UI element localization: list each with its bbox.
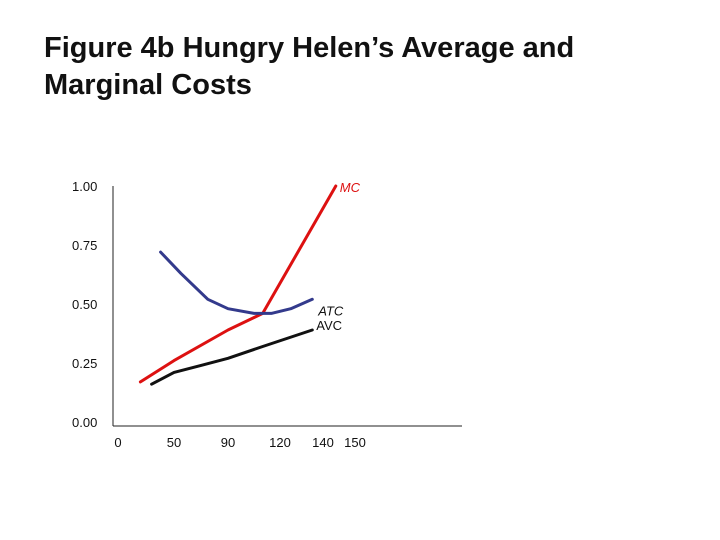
y-tick-label: 0.00: [72, 415, 97, 430]
y-tick-label: 0.75: [72, 238, 97, 253]
avc-curve: [150, 328, 314, 386]
x-tick-label: 90: [221, 435, 235, 450]
x-tick-label: 50: [167, 435, 181, 450]
x-tick-label: 120: [269, 435, 291, 450]
mc-curve: [138, 184, 338, 384]
x-tick-label: 150: [344, 435, 366, 450]
title-line-2: Marginal Costs: [44, 69, 252, 101]
atc-label: ATC: [317, 303, 344, 318]
y-tick-label: 0.25: [72, 356, 97, 371]
avc-label: AVC: [316, 318, 342, 333]
y-tick-label: 0.50: [72, 297, 97, 312]
y-tick-label: 1.00: [72, 179, 97, 194]
title-line-1: Figure 4b Hungry Helen’s Average and: [44, 32, 575, 64]
x-tick-label: 0: [114, 435, 121, 450]
page-title: Figure 4b Hungry Helen’s Average and Mar…: [44, 30, 684, 104]
series-lines: [138, 184, 338, 386]
x-tick-labels: 0 50 90 120 140 150: [114, 435, 365, 450]
mc-label: MC: [340, 180, 361, 195]
atc-curve: [159, 250, 314, 315]
y-tick-labels: 0.00 0.25 0.50 0.75 1.00: [72, 179, 97, 430]
x-tick-label: 140: [312, 435, 334, 450]
